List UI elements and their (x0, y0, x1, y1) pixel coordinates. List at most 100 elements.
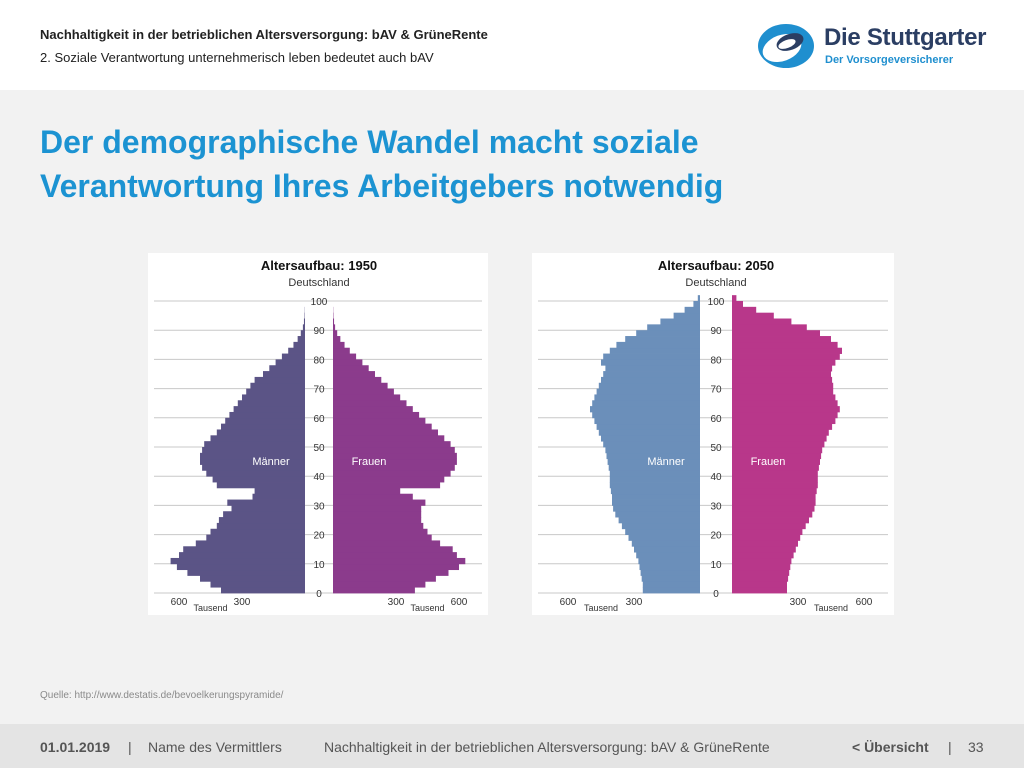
bar-men (250, 382, 305, 389)
bar-men (684, 306, 700, 314)
unit-label: Tausend (410, 603, 444, 613)
bar-women (333, 493, 413, 500)
bar-men (221, 423, 305, 430)
bar-men (242, 394, 305, 401)
bar-women (732, 306, 757, 314)
bar-men (673, 312, 700, 319)
bar-men (647, 324, 700, 331)
value-tick-label: 600 (856, 597, 873, 608)
bar-men (202, 447, 305, 454)
bar-men (625, 528, 700, 535)
bar-women (333, 517, 422, 524)
bar-men (223, 511, 305, 518)
bar-women (333, 476, 445, 483)
value-tick-label: 300 (626, 597, 643, 608)
bar-women (333, 505, 422, 512)
bar-women (732, 301, 743, 308)
bar-women (732, 522, 806, 530)
bar-women (333, 341, 345, 349)
bar-men (605, 447, 700, 454)
value-tick-label: 300 (234, 597, 251, 608)
bar-women (732, 411, 838, 419)
headline-line-2: Verantwortung Ihres Arbeitgebers notwend… (40, 168, 724, 204)
bar-women (333, 534, 432, 541)
age-tick-label: 40 (710, 472, 722, 483)
bar-men (625, 336, 700, 343)
bar-men (603, 441, 700, 448)
age-tick-label: 70 (710, 385, 722, 396)
bar-men (693, 301, 700, 308)
bar-men (263, 371, 305, 378)
bar-men (601, 359, 700, 366)
bar-men (176, 563, 305, 571)
bar-men (275, 359, 305, 366)
bar-men (613, 505, 700, 512)
bar-women (333, 365, 369, 372)
age-tick-label: 50 (313, 443, 325, 454)
age-tick-label: 80 (710, 355, 722, 366)
bar-women (333, 581, 426, 588)
bar-women (732, 493, 816, 500)
bar-women (732, 406, 840, 413)
bar-women (732, 587, 787, 594)
bar-men (594, 417, 700, 425)
age-tick-label: 90 (710, 326, 722, 337)
bar-men (183, 546, 305, 553)
bar-women (333, 540, 441, 547)
bar-women (333, 382, 388, 389)
bar-women (333, 511, 422, 518)
bar-men (204, 441, 305, 448)
bar-women (333, 587, 415, 594)
men-label: Männer (252, 456, 290, 468)
header-title: Nachhaltigkeit in der betrieblichen Alte… (40, 27, 488, 42)
bar-women (333, 441, 451, 448)
bar-women (732, 505, 815, 512)
bar-men (246, 388, 305, 395)
bar-men (636, 330, 700, 337)
chart-title: Altersaufbau: 2050 (658, 258, 774, 273)
bar-men (254, 376, 305, 384)
bar-men (237, 400, 305, 407)
bar-women (732, 569, 790, 576)
age-tick-label: 100 (311, 297, 328, 308)
bar-women (333, 376, 382, 384)
bar-men (603, 353, 700, 360)
men-label: Männer (647, 456, 685, 468)
age-tick-label: 30 (313, 501, 325, 512)
bar-men (300, 330, 305, 337)
footer-separator: | (948, 739, 952, 755)
overview-link[interactable]: < Übersicht (852, 739, 929, 755)
bar-men (221, 587, 305, 594)
chart-subtitle: Deutschland (288, 277, 349, 289)
bar-women (333, 347, 350, 354)
age-tick-label: 10 (313, 560, 325, 571)
age-tick-label: 60 (710, 414, 722, 425)
bar-women (333, 569, 449, 576)
bar-men (639, 563, 700, 571)
bar-women (732, 482, 818, 489)
bar-men (590, 406, 700, 413)
age-tick-label: 20 (710, 531, 722, 542)
bar-women (732, 528, 803, 535)
age-tick-label: 100 (708, 297, 725, 308)
bar-women (732, 371, 831, 378)
bar-men (601, 376, 700, 384)
bar-men (231, 505, 305, 512)
chart-subtitle: Deutschland (685, 277, 746, 289)
bar-men (297, 336, 305, 343)
bar-women (732, 347, 842, 354)
bar-women (333, 400, 407, 407)
bar-women (333, 324, 336, 331)
bar-men (281, 353, 305, 360)
bar-men (641, 575, 700, 582)
bar-men (631, 540, 700, 547)
bar-men (202, 464, 305, 471)
bar-men (621, 522, 700, 530)
bar-women (333, 411, 420, 419)
bar-men (229, 411, 305, 419)
bar-men (302, 324, 305, 331)
bar-women (333, 447, 455, 454)
footer-topic: Nachhaltigkeit in der betrieblichen Alte… (324, 739, 770, 755)
men-series (170, 306, 305, 594)
bar-women (732, 476, 818, 483)
